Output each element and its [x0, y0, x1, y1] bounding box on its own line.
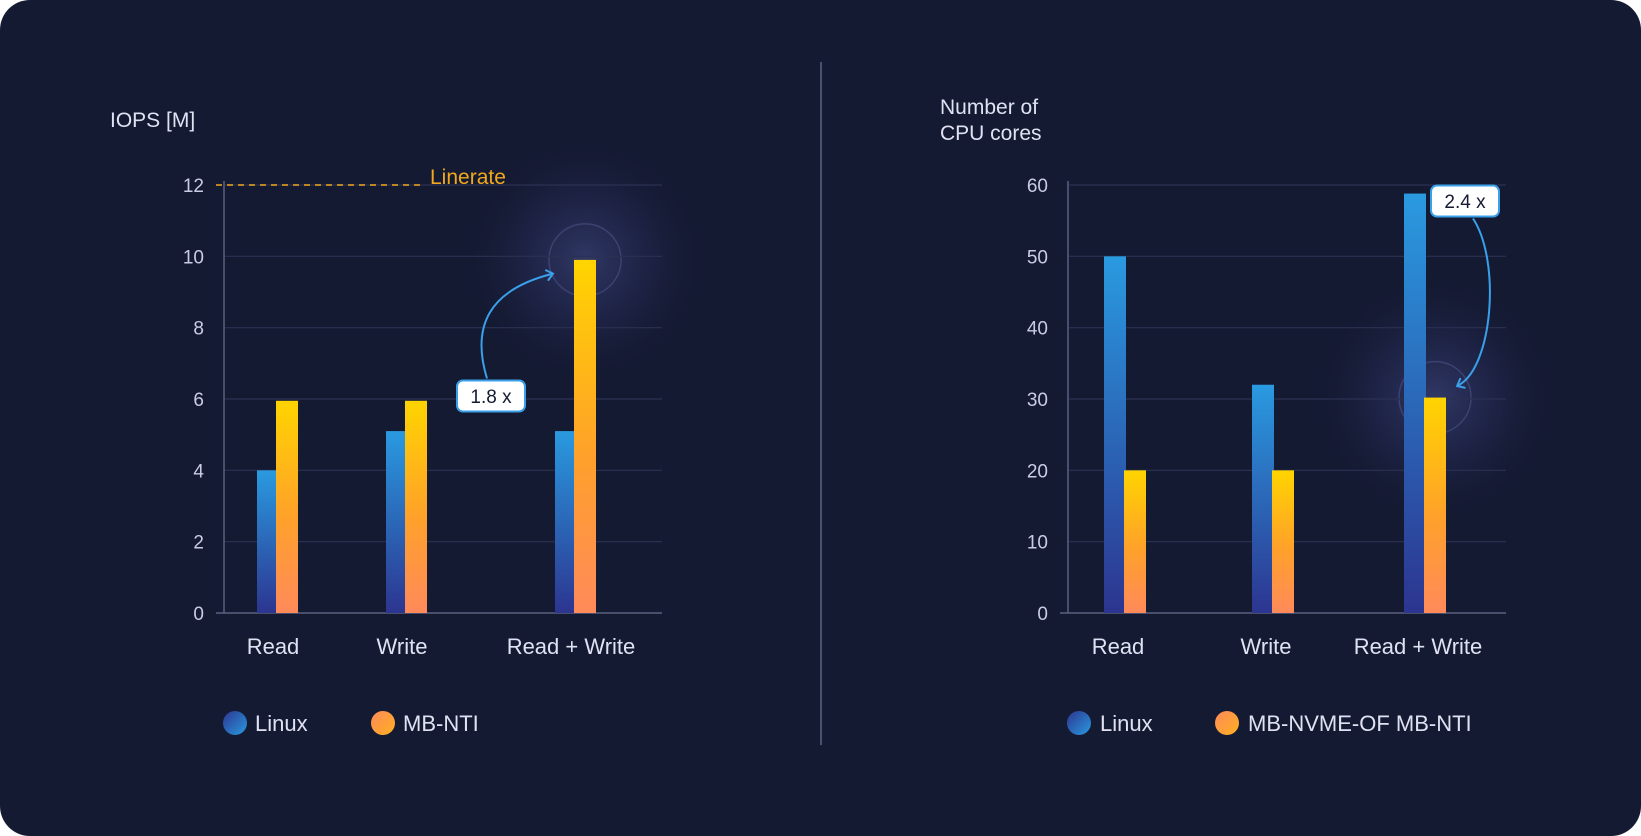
chart2-x-category-label: Write: [1241, 634, 1292, 659]
chart2-y-tick-label: 30: [1027, 390, 1048, 411]
chart2-bar-mb: [1424, 397, 1446, 613]
chart2-bar-mb: [1124, 470, 1146, 613]
chart1-annotation-arrow: [480, 269, 555, 379]
chart1-y-tick-label: 8: [193, 319, 204, 340]
chart2-legend-swatch-mb: [1215, 711, 1239, 735]
chart1-bar-mb: [405, 400, 427, 613]
chart2-annotation-arrow: [1455, 217, 1491, 389]
chart1-bar-linux: [555, 431, 577, 613]
chart1-legend-swatch-mb: [371, 711, 395, 735]
chart1-bar-mb: [574, 259, 596, 613]
chart1-legend-label: Linux: [255, 711, 308, 736]
chart2-legend-label: Linux: [1100, 711, 1153, 736]
chart1-x-category-label: Read + Write: [507, 634, 636, 659]
chart1-y-axis-label: IOPS [M]: [110, 109, 195, 132]
chart2-annotation-box: [1430, 184, 1500, 218]
chart2-y-tick-label: 20: [1027, 461, 1048, 482]
chart2-bar-linux: [1404, 193, 1426, 613]
chart1-linerate-label: Linerate: [430, 166, 506, 189]
chart2-y-tick-label: 60: [1027, 176, 1048, 197]
chart2-bar-linux: [1252, 384, 1274, 613]
chart2-y-axis-label-line: Number of: [940, 96, 1038, 119]
chart1-y-tick-label: 0: [193, 604, 204, 625]
chart2-legend-label: MB-NVME-OF MB-NTI: [1248, 711, 1472, 736]
chart1-bar-linux: [386, 431, 408, 613]
chart1-x-category-label: Write: [377, 634, 428, 659]
chart2-y-tick-label: 40: [1027, 319, 1048, 340]
chart2-y-tick-label: 0: [1037, 604, 1048, 625]
chart1-x-category-label: Read: [247, 634, 300, 659]
chart2-bar-linux: [1104, 256, 1126, 613]
chart1-y-tick-label: 2: [193, 533, 204, 554]
chart2-x-category-label: Read: [1092, 634, 1145, 659]
chart2-bar-mb: [1272, 470, 1294, 613]
chart2-legend-swatch-linux: [1067, 711, 1091, 735]
chart2-annotation-label: 2.4 x: [1444, 192, 1486, 213]
chart1-bar-linux: [257, 470, 279, 613]
chart1-y-tick-label: 10: [183, 247, 204, 268]
chart2-y-axis-label-line: CPU cores: [940, 122, 1042, 145]
chart1-legend-swatch-linux: [223, 711, 247, 735]
chart1-legend-label: MB-NTI: [403, 711, 479, 736]
chart2-y-tick-label: 50: [1027, 247, 1048, 268]
chart1-y-tick-label: 4: [193, 461, 204, 482]
chart1-bar-mb: [276, 400, 298, 613]
chart1-y-tick-label: 12: [183, 176, 204, 197]
chart2-y-tick-label: 10: [1027, 533, 1048, 554]
chart1-annotation-label: 1.8 x: [470, 387, 512, 408]
chart1-annotation-box: [456, 379, 526, 413]
chart2-x-category-label: Read + Write: [1354, 634, 1483, 659]
chart1-y-tick-label: 6: [193, 390, 204, 411]
